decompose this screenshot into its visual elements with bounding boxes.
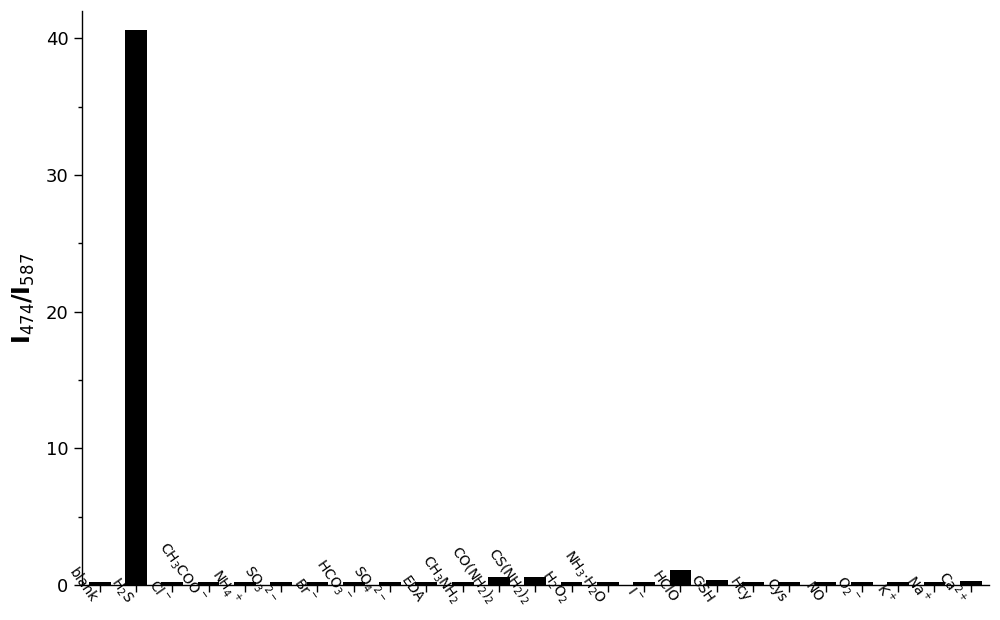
Bar — [887, 582, 909, 585]
Bar — [670, 570, 691, 585]
Bar — [561, 582, 582, 585]
Bar — [742, 582, 764, 585]
Bar — [924, 582, 945, 585]
Bar — [415, 582, 437, 585]
Bar — [851, 582, 873, 585]
Bar — [379, 582, 401, 585]
Bar — [778, 582, 800, 585]
Bar — [452, 582, 474, 585]
Bar — [161, 582, 183, 585]
Bar — [960, 581, 982, 585]
Bar — [343, 582, 365, 585]
Y-axis label: I$_{474}$/I$_{587}$: I$_{474}$/I$_{587}$ — [11, 252, 37, 343]
Bar — [307, 582, 328, 585]
Bar — [706, 580, 728, 585]
Bar — [633, 582, 655, 585]
Bar — [89, 582, 111, 585]
Bar — [597, 582, 619, 585]
Bar — [488, 577, 510, 585]
Bar — [234, 582, 256, 585]
Bar — [198, 582, 219, 585]
Bar — [125, 30, 147, 585]
Bar — [270, 582, 292, 585]
Bar — [524, 577, 546, 585]
Bar — [815, 582, 836, 585]
